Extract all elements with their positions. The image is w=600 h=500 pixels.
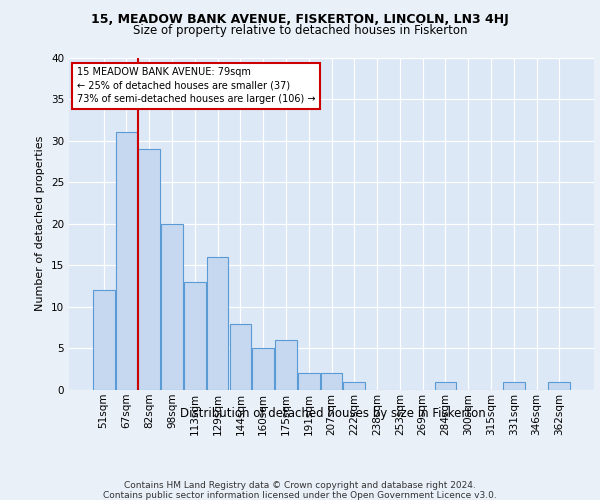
Y-axis label: Number of detached properties: Number of detached properties xyxy=(35,136,46,312)
Bar xyxy=(434,382,456,390)
Bar xyxy=(139,149,160,390)
Text: Size of property relative to detached houses in Fiskerton: Size of property relative to detached ho… xyxy=(133,24,467,37)
Bar xyxy=(184,282,206,390)
Text: 15, MEADOW BANK AVENUE, FISKERTON, LINCOLN, LN3 4HJ: 15, MEADOW BANK AVENUE, FISKERTON, LINCO… xyxy=(91,12,509,26)
Text: Distribution of detached houses by size in Fiskerton: Distribution of detached houses by size … xyxy=(180,408,486,420)
Bar xyxy=(275,340,297,390)
Text: 15 MEADOW BANK AVENUE: 79sqm
← 25% of detached houses are smaller (37)
73% of se: 15 MEADOW BANK AVENUE: 79sqm ← 25% of de… xyxy=(77,68,316,104)
Bar xyxy=(298,374,320,390)
Bar xyxy=(93,290,115,390)
Bar xyxy=(230,324,251,390)
Bar xyxy=(343,382,365,390)
Text: Contains HM Land Registry data © Crown copyright and database right 2024.: Contains HM Land Registry data © Crown c… xyxy=(124,481,476,490)
Bar xyxy=(320,374,343,390)
Bar xyxy=(253,348,274,390)
Bar xyxy=(116,132,137,390)
Text: Contains public sector information licensed under the Open Government Licence v3: Contains public sector information licen… xyxy=(103,491,497,500)
Bar xyxy=(161,224,183,390)
Bar xyxy=(207,257,229,390)
Bar xyxy=(548,382,570,390)
Bar xyxy=(503,382,524,390)
